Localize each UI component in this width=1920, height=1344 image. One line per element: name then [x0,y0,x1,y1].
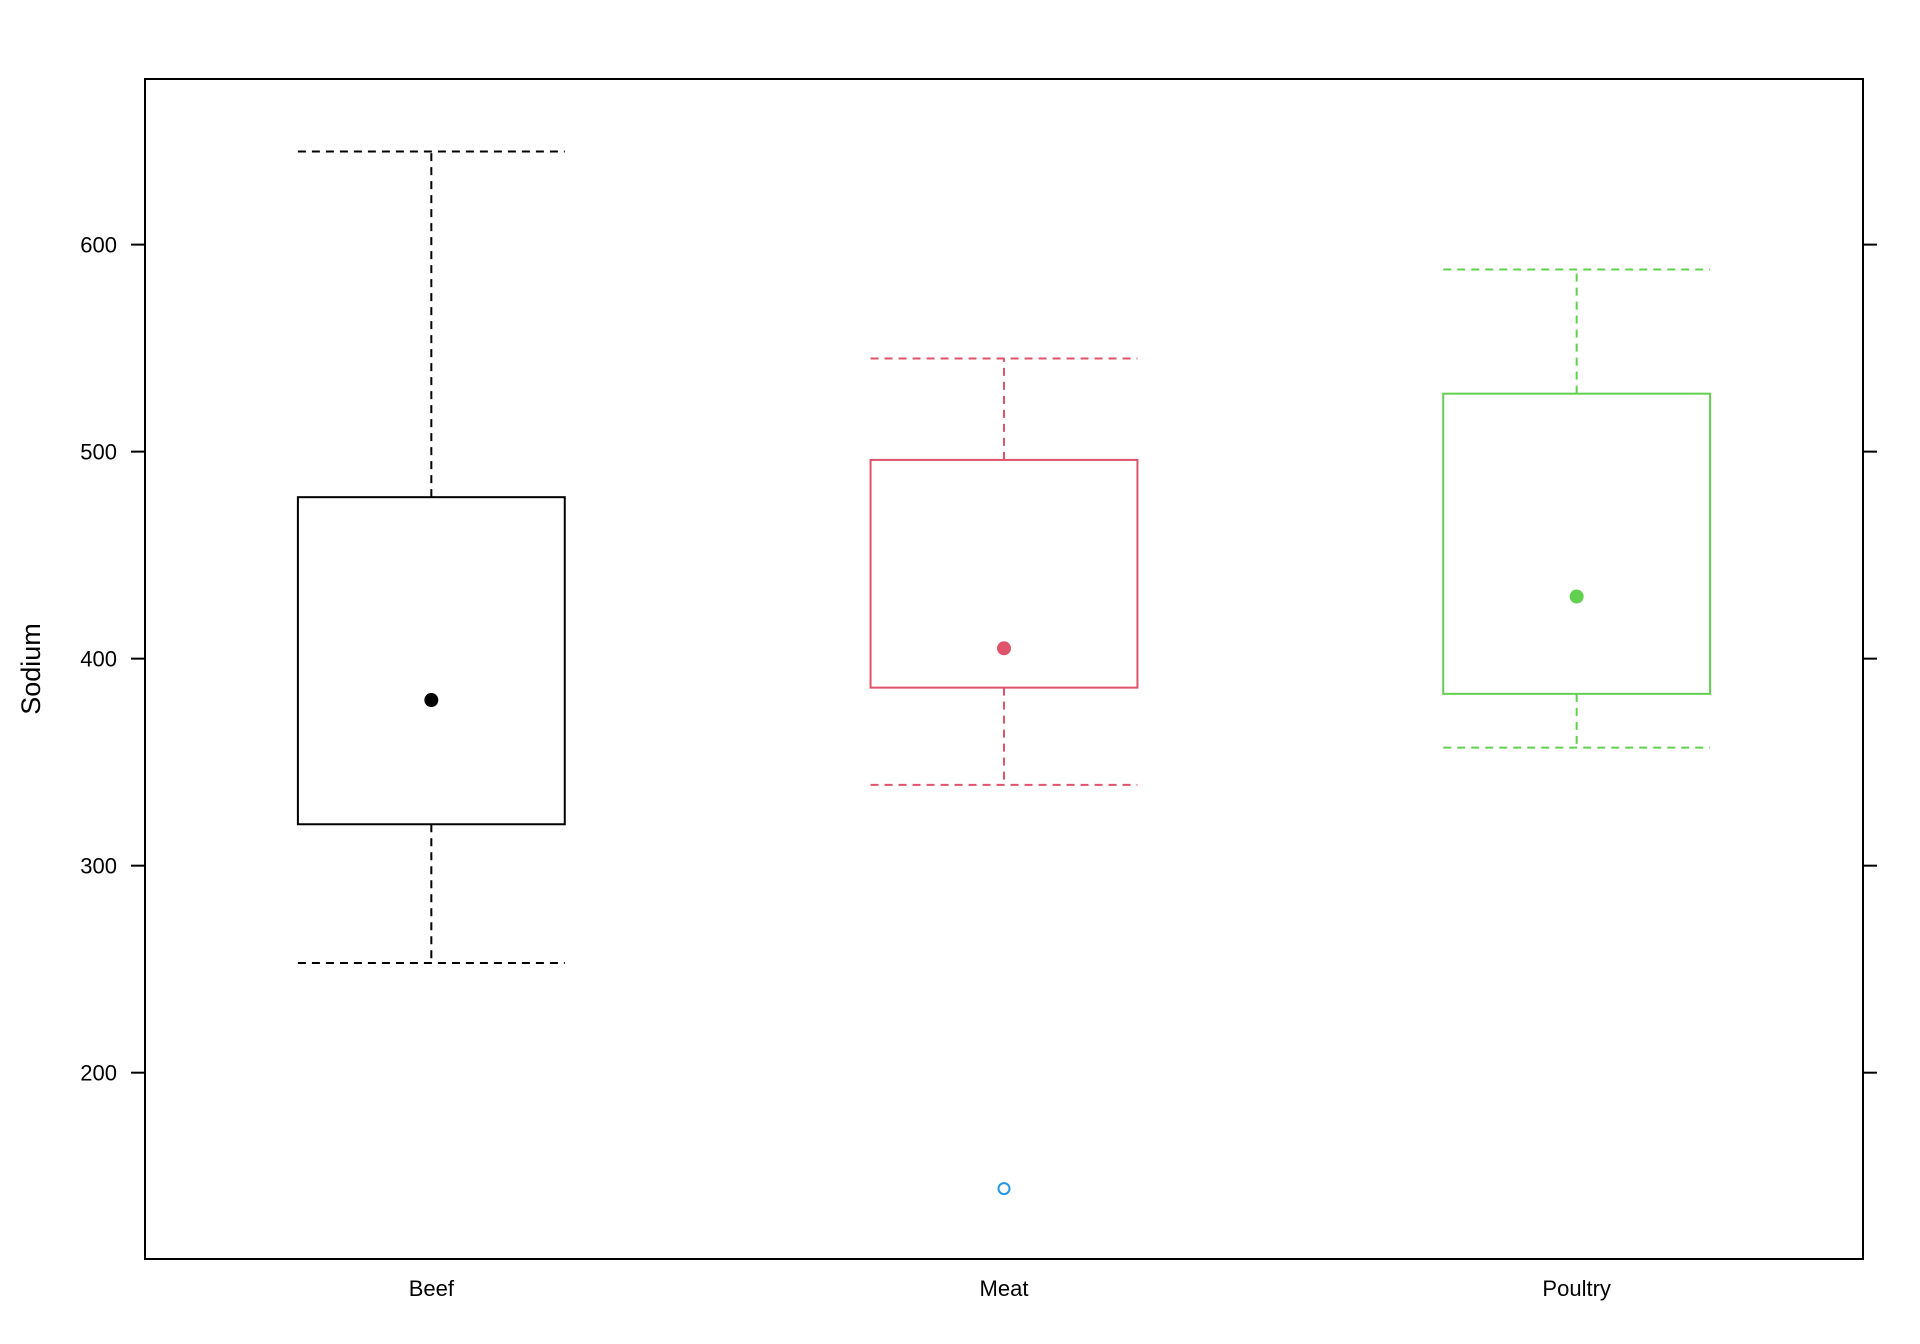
y-tick-label: 300 [80,854,117,879]
y-tick-label: 200 [80,1061,117,1086]
x-axis: Beef Meat Poultry [409,1276,1611,1301]
box-meat [869,357,1139,1196]
y-tick-label: 400 [80,647,117,672]
y-axis-label: Sodium [16,623,46,715]
median-dot [997,641,1011,656]
box-iqr [1442,392,1712,695]
y-axis-left: 200 300 400 500 600 [80,233,145,1086]
box-poultry [1442,268,1712,749]
x-tick-label: Meat [980,1276,1029,1301]
box-series [296,150,1712,1196]
x-tick-label: Poultry [1542,1276,1610,1301]
box-iqr [869,458,1139,689]
box-beef [296,150,566,964]
y-tick-label: 500 [80,440,117,465]
x-tick-label: Beef [409,1276,455,1301]
outlier-point [997,1182,1011,1196]
median-dot [1569,589,1584,604]
box-iqr [296,496,566,826]
plot-frame [144,78,1864,1260]
y-axis-right [1863,243,1877,1074]
y-tick-label: 600 [80,233,117,258]
median-dot [424,693,439,708]
